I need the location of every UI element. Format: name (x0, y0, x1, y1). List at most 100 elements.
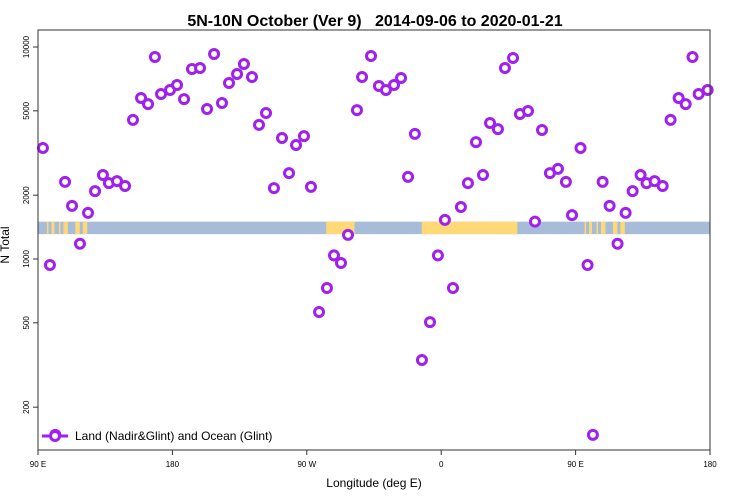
data-point (66, 199, 79, 212)
data-point (135, 91, 148, 104)
land-segment (82, 221, 88, 235)
data-point (89, 185, 102, 198)
data-point (686, 51, 699, 64)
x-axis-label: Longitude (deg E) (326, 476, 421, 490)
land-segment (75, 221, 80, 235)
data-point (454, 200, 467, 213)
data-point (297, 130, 310, 143)
data-point (276, 132, 289, 145)
data-point (313, 306, 326, 319)
land-segment (46, 221, 49, 235)
data-point (96, 169, 109, 182)
data-point (110, 175, 123, 188)
data-point (245, 70, 258, 83)
data-point (395, 72, 408, 85)
data-point (679, 98, 692, 111)
data-point (626, 185, 639, 198)
data-point (231, 67, 244, 80)
data-point (648, 175, 661, 188)
data-point (507, 52, 520, 65)
data-point (701, 83, 714, 96)
data-point (408, 127, 421, 140)
y-tick-label: 2000 (22, 186, 31, 204)
data-point (342, 228, 355, 241)
data-point (155, 88, 168, 101)
x-tick-label: 90 E (30, 460, 46, 469)
land-segment (63, 221, 65, 235)
land-segment (589, 221, 591, 235)
data-point (194, 62, 207, 75)
data-point (208, 47, 221, 60)
data-point (477, 169, 490, 182)
data-point (178, 93, 191, 106)
data-point (461, 177, 474, 190)
data-point (611, 237, 624, 250)
plot-frame (37, 29, 711, 451)
land-segment (64, 221, 68, 235)
ocean-strip (38, 221, 710, 235)
land-segment (612, 221, 618, 235)
data-point (350, 104, 363, 117)
data-point (672, 91, 685, 104)
data-point (469, 136, 482, 149)
legend: Land (Nadir&Glint) and Ocean (Glint) (42, 429, 272, 443)
surface-strip (38, 221, 710, 235)
land-segment (421, 221, 518, 235)
data-point (692, 88, 705, 101)
data-point (566, 209, 579, 222)
x-tick-label: 180 (703, 460, 717, 469)
x-tick-label: 90 W (297, 460, 316, 469)
data-points (36, 47, 714, 441)
x-tick-label: 180 (166, 460, 180, 469)
data-point (215, 97, 228, 110)
data-point (237, 58, 250, 71)
data-point (171, 78, 184, 91)
x-tick-label: 0 (439, 460, 444, 469)
data-point (201, 102, 214, 115)
data-point (581, 258, 594, 271)
data-point (365, 49, 378, 62)
data-point (446, 281, 459, 294)
data-point (327, 249, 340, 262)
land-segment (52, 221, 55, 235)
x-tick-label: 90 E (567, 460, 583, 469)
data-point (664, 113, 677, 126)
data-point (528, 215, 541, 228)
y-tick-label: 200 (22, 400, 31, 414)
data-point (634, 169, 647, 182)
data-point (43, 258, 56, 271)
data-point (253, 118, 266, 131)
data-point (260, 107, 273, 120)
chart-title: 5N-10N October (Ver 9) 2014-09-06 to 202… (187, 13, 562, 30)
data-point (82, 206, 95, 219)
land-segment (51, 221, 53, 235)
data-point (415, 353, 428, 366)
data-point (559, 175, 572, 188)
y-tick-label: 5000 (22, 101, 31, 119)
legend-marker (49, 430, 61, 442)
data-point (619, 206, 632, 219)
data-point (484, 117, 497, 130)
data-point (379, 83, 392, 96)
land-segment (596, 221, 598, 235)
data-point (431, 249, 444, 262)
y-tick-label: 500 (22, 316, 31, 330)
land-segment (620, 221, 625, 235)
data-point (536, 123, 548, 136)
data-point (586, 428, 599, 441)
land-segment (600, 221, 603, 235)
data-point (356, 70, 369, 83)
data-point (498, 62, 511, 75)
data-point (119, 179, 132, 192)
data-point (603, 199, 616, 212)
data-point (304, 180, 317, 193)
y-tick-label: 1000 (22, 250, 31, 268)
data-point (320, 281, 333, 294)
legend-label: Land (Nadir&Glint) and Ocean (Glint) (75, 429, 272, 443)
data-point (656, 179, 669, 192)
data-point (438, 213, 451, 226)
data-point (402, 170, 415, 183)
data-point (551, 162, 564, 175)
data-point (424, 316, 436, 329)
